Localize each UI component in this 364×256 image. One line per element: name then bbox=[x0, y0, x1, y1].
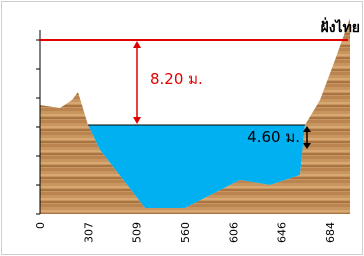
x-label: 307 bbox=[82, 222, 95, 243]
y-ticks bbox=[36, 40, 40, 214]
water-depth-label: 4.60 ม. bbox=[247, 128, 300, 146]
arrow-head bbox=[133, 41, 141, 48]
x-label: 560 bbox=[179, 222, 192, 243]
x-label: 0 bbox=[34, 222, 47, 229]
bank-label: ฝั่งไทย bbox=[320, 17, 360, 36]
page: ฝั่งไทย 8.20 ม. 4.60 ม. 0 307 509 560 606 646… bbox=[0, 0, 364, 256]
river-cross-section: ฝั่งไทย 8.20 ม. 4.60 ม. 0 307 509 560 606 646… bbox=[0, 0, 364, 256]
x-labels: 0 307 509 560 606 646 684 bbox=[34, 222, 337, 243]
x-label: 684 bbox=[324, 222, 337, 243]
x-label: 606 bbox=[227, 222, 240, 243]
flood-depth-label: 8.20 ม. bbox=[150, 70, 203, 88]
arrow-head bbox=[133, 117, 141, 124]
x-label: 509 bbox=[131, 222, 144, 243]
x-label: 646 bbox=[276, 222, 289, 243]
